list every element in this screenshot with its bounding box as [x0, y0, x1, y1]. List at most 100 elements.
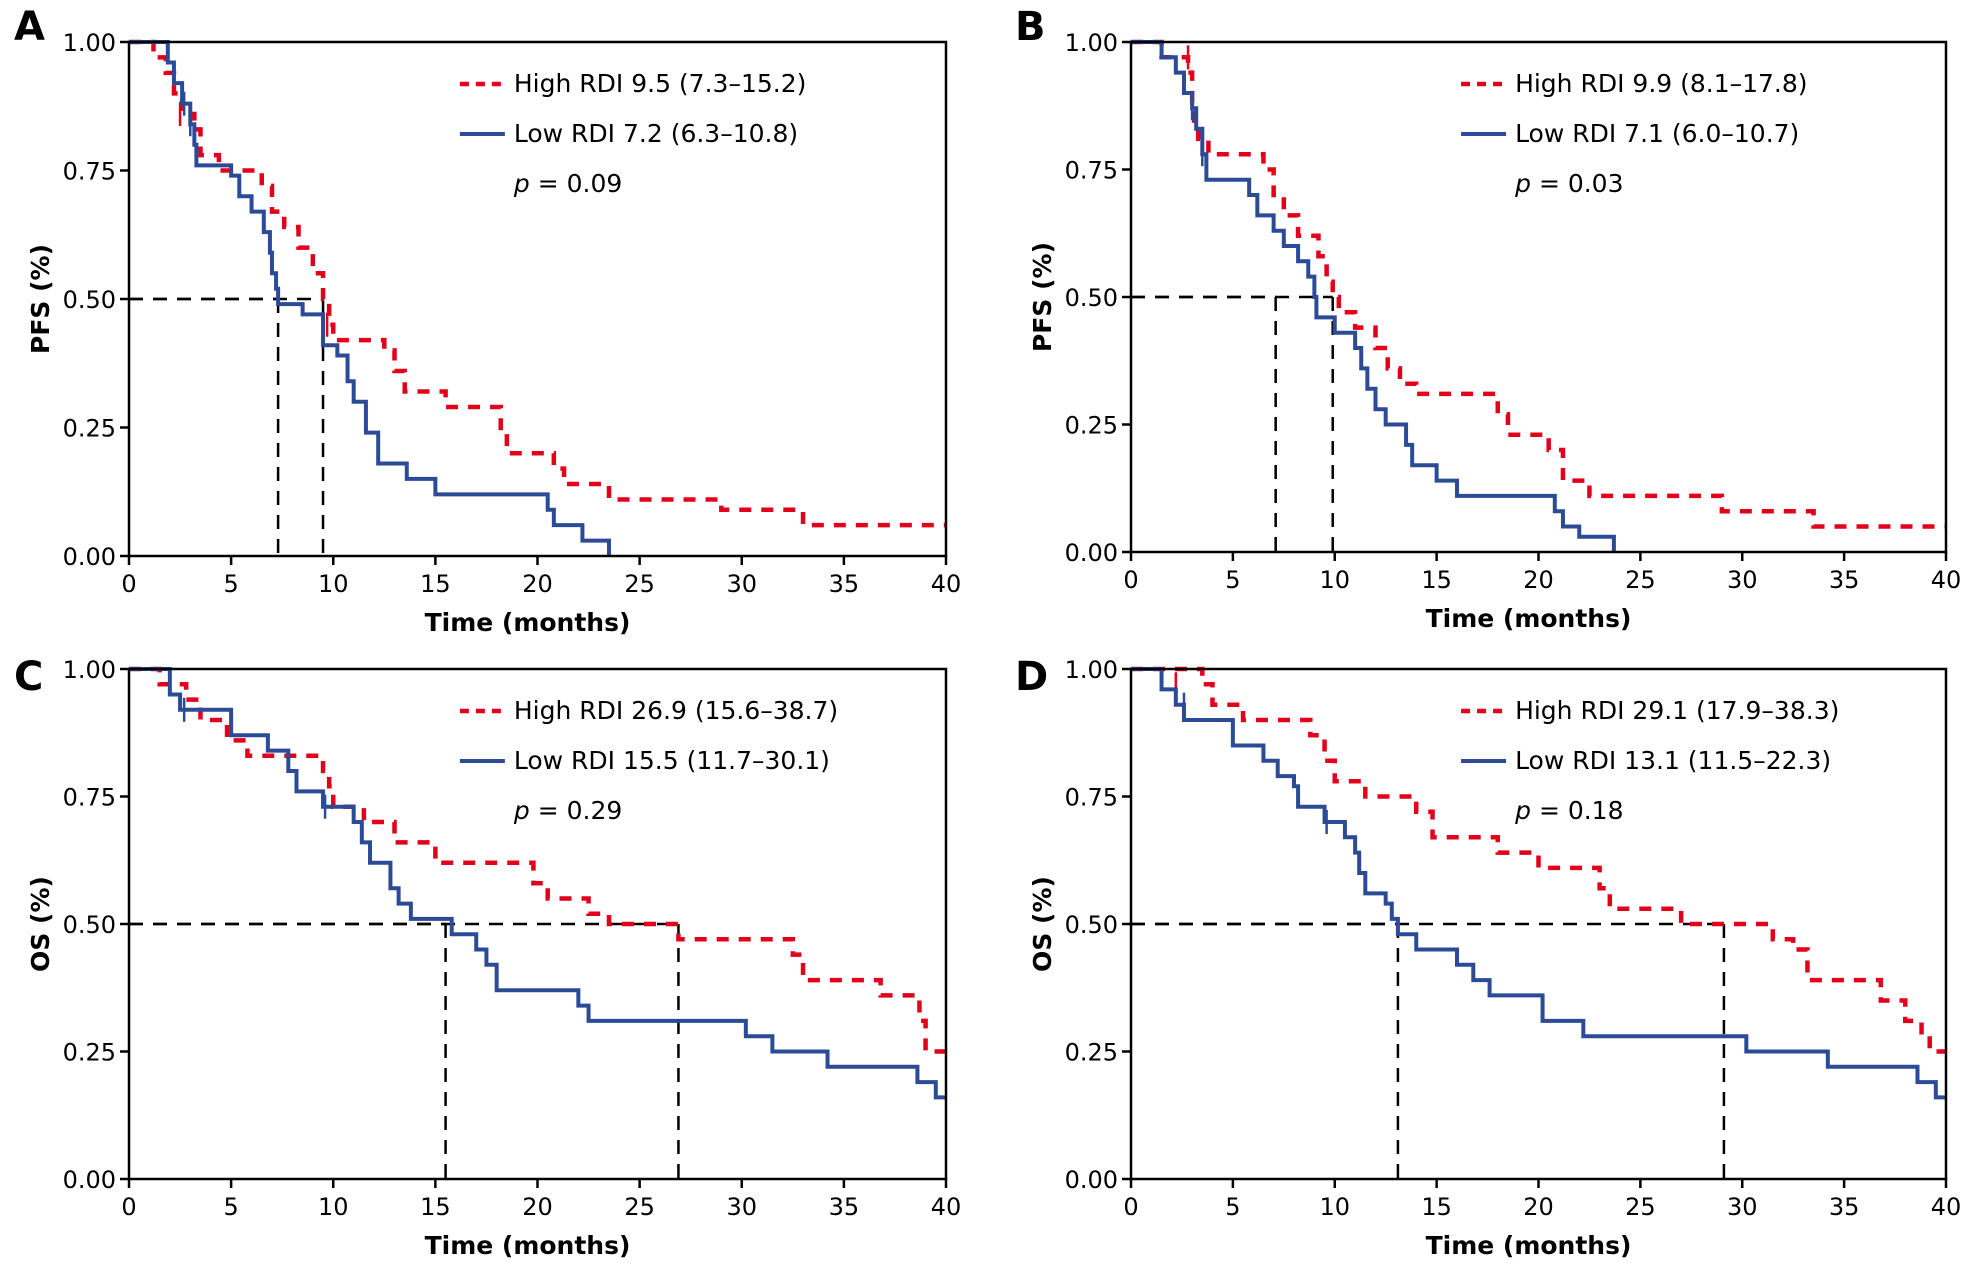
p-value: = 0.18: [1539, 796, 1624, 825]
x-tick-label: 40: [1931, 566, 1961, 594]
y-tick-label: 0.50: [1065, 911, 1118, 939]
legend: High RDI 9.9 (8.1–17.8) Low RDI 7.1 (6.0–…: [1461, 69, 1808, 198]
legend-label-low: Low RDI 7.1 (6.0–10.7): [1515, 119, 1799, 148]
legend: High RDI 29.1 (17.9–38.3) Low RDI 13.1 (1…: [1461, 696, 1839, 825]
x-tick-label: 0: [121, 1193, 136, 1221]
x-tick-label: 5: [1225, 566, 1240, 594]
y-tick-label: 0.00: [1065, 1166, 1118, 1194]
x-tick-label: 30: [726, 570, 757, 598]
legend-label-low: Low RDI 7.2 (6.3–10.8): [514, 119, 798, 148]
km-panel-b: B 0 5 10 15 20 25 30 35 40 0.00 0.25 0.50 0.75 1.00 Tim…: [1015, 4, 1961, 633]
km-panel-a: A 0 5 10 15 20 25 30 35 40 0.00 0.25 0.50 0.75 1.00 Tim…: [14, 4, 961, 637]
y-tick-label: 1.00: [1065, 29, 1118, 57]
x-axis-title: Time (months): [1426, 604, 1632, 633]
legend-label-low: Low RDI 15.5 (11.7–30.1): [514, 746, 830, 775]
p-label: p: [1514, 796, 1531, 825]
legend-label-high: High RDI 29.1 (17.9–38.3): [1515, 696, 1839, 725]
panel-letter: D: [1015, 654, 1048, 700]
x-tick-label: 30: [1727, 1193, 1758, 1221]
p-value-annotation: p = 0.29: [513, 796, 622, 825]
x-tick-label: 5: [223, 1193, 238, 1221]
legend-label-high: High RDI 9.9 (8.1–17.8): [1515, 69, 1807, 98]
y-axis-title: PFS (%): [26, 244, 55, 354]
km-curve-high: [129, 666, 946, 1054]
y-tick-label: 1.00: [63, 656, 116, 684]
y-tick-label: 0.25: [1065, 412, 1118, 440]
y-tick-label: 0.75: [1065, 157, 1118, 185]
x-tick-label: 0: [1123, 1193, 1138, 1221]
panel-letter: A: [14, 4, 45, 50]
legend: High RDI 9.5 (7.3–15.2) Low RDI 7.2 (6.3–…: [459, 69, 806, 198]
legend-label-high: High RDI 26.9 (15.6–38.7): [514, 696, 838, 725]
km-curve-low: [129, 667, 946, 1100]
km-panel-c: C 0 5 10 15 20 25 30 35 40 0.00 0.25 0.50 0.75 1.00 Tim…: [14, 654, 961, 1260]
p-label: p: [1514, 169, 1531, 198]
km-curve-low: [1131, 667, 1946, 1100]
km-curve-low: [129, 40, 611, 556]
p-value: = 0.09: [538, 169, 623, 198]
x-tick-label: 15: [420, 1193, 451, 1221]
km-panel-d: D 0 5 10 15 20 25 30 35 40 0.00 0.25 0.50 0.75 1.00 Tim…: [1015, 654, 1961, 1260]
legend-label-high: High RDI 9.5 (7.3–15.2): [514, 69, 806, 98]
x-tick-label: 40: [931, 570, 962, 598]
km-curve-high: [129, 39, 946, 528]
p-value-annotation: p = 0.03: [1514, 169, 1623, 198]
x-tick-label: 40: [1931, 1193, 1961, 1221]
y-tick-label: 1.00: [1065, 656, 1118, 684]
p-label: p: [513, 169, 530, 198]
x-tick-label: 25: [1625, 566, 1656, 594]
p-value: = 0.03: [1539, 169, 1624, 198]
legend: High RDI 26.9 (15.6–38.7) Low RDI 15.5 (1…: [459, 696, 838, 825]
y-tick-label: 0.75: [1065, 784, 1118, 812]
x-tick-label: 20: [1523, 566, 1554, 594]
x-tick-label: 35: [1829, 1193, 1860, 1221]
y-tick-label: 0.25: [1065, 1039, 1118, 1067]
x-tick-label: 0: [121, 570, 136, 598]
p-label: p: [513, 796, 530, 825]
x-tick-label: 10: [318, 1193, 349, 1221]
y-tick-label: 1.00: [63, 29, 116, 57]
y-axis-title: PFS (%): [1028, 242, 1057, 352]
x-tick-label: 20: [1523, 1193, 1554, 1221]
x-tick-label: 25: [1625, 1193, 1656, 1221]
y-tick-label: 0.75: [63, 158, 116, 186]
x-tick-label: 10: [318, 570, 349, 598]
km-curve-high: [1131, 666, 1946, 1054]
x-tick-label: 20: [522, 570, 553, 598]
y-tick-label: 0.50: [63, 286, 116, 314]
y-tick-label: 0.25: [63, 415, 116, 443]
y-tick-label: 0.00: [63, 1166, 116, 1194]
panel-letter: C: [14, 654, 43, 700]
x-tick-label: 5: [223, 570, 238, 598]
x-tick-label: 30: [1727, 566, 1758, 594]
x-tick-label: 10: [1319, 1193, 1350, 1221]
x-tick-label: 30: [726, 1193, 757, 1221]
x-tick-label: 15: [420, 570, 451, 598]
y-tick-label: 0.00: [1065, 539, 1118, 567]
y-tick-label: 0.50: [1065, 284, 1118, 312]
x-axis-title: Time (months): [1426, 1231, 1632, 1260]
x-tick-label: 20: [522, 1193, 553, 1221]
x-tick-label: 25: [624, 1193, 655, 1221]
panel-letter: B: [1015, 4, 1046, 50]
legend-label-low: Low RDI 13.1 (11.5–22.3): [1515, 746, 1831, 775]
p-value-annotation: p = 0.18: [1514, 796, 1623, 825]
p-value-annotation: p = 0.09: [513, 169, 622, 198]
y-tick-label: 0.75: [63, 784, 116, 812]
y-axis-title: OS (%): [1028, 876, 1057, 972]
x-tick-label: 15: [1421, 1193, 1452, 1221]
x-axis-title: Time (months): [425, 1231, 631, 1260]
x-tick-label: 35: [829, 570, 860, 598]
x-tick-label: 35: [1829, 566, 1860, 594]
y-tick-label: 0.00: [63, 543, 116, 571]
x-tick-label: 5: [1225, 1193, 1240, 1221]
y-tick-label: 0.25: [63, 1039, 116, 1067]
x-tick-label: 25: [624, 570, 655, 598]
p-value: = 0.29: [538, 796, 623, 825]
x-axis-title: Time (months): [425, 608, 631, 637]
y-axis-title: OS (%): [26, 876, 55, 972]
x-tick-label: 40: [931, 1193, 962, 1221]
y-tick-label: 0.50: [63, 911, 116, 939]
km-curve-low: [1131, 40, 1616, 552]
